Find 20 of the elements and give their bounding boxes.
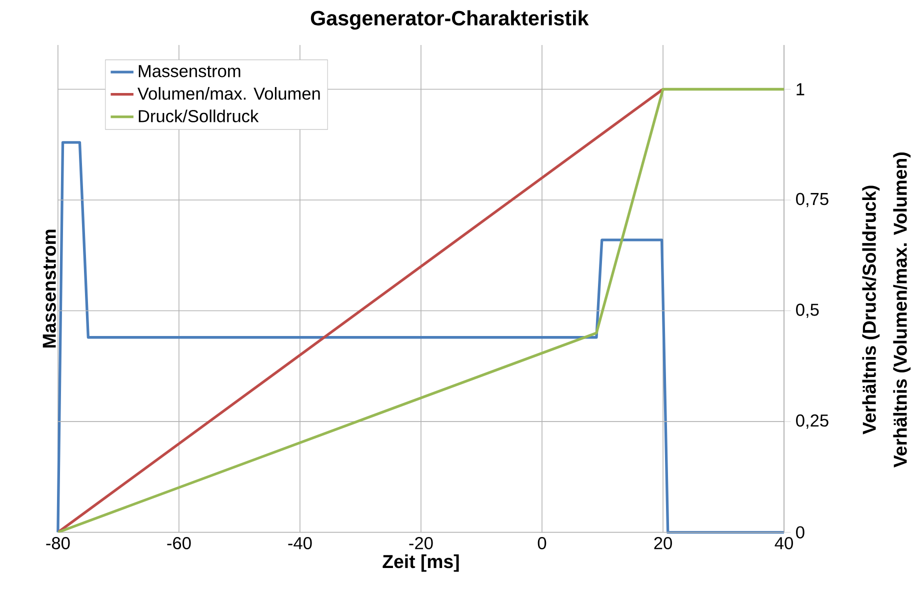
- text: Verhältnis (Volumen/max. Volumen): [893, 152, 911, 468]
- x-tick-label: 40: [774, 536, 793, 550]
- x-tick-label: -80: [46, 536, 70, 550]
- x-axis-title: Zeit [ms]: [382, 554, 459, 572]
- x-tick-label: 20: [654, 536, 672, 550]
- legend-label: Druck/Solldruck: [138, 109, 259, 122]
- y2-tick-label: 1: [796, 83, 804, 96]
- x-tick-label: -20: [409, 536, 433, 550]
- legend-label: Massenstrom: [138, 65, 240, 78]
- x-tick-label: -60: [167, 536, 191, 550]
- y-axis-title: Massenstrom: [42, 230, 56, 348]
- x-tick-label: 0: [538, 536, 546, 550]
- y2-tick-label: 0,75: [796, 192, 828, 208]
- x-tick-label: -40: [288, 536, 312, 550]
- chart-title: Gasgenerator-Charakteristik: [310, 10, 589, 30]
- y2-tick-label: 0,5: [796, 304, 819, 318]
- y2-axis-title: Verhältnis (Druck/Solldruck): [862, 186, 880, 434]
- y2-tick-label: 0: [796, 526, 804, 538]
- legend-label: Volumen/max. Volumen: [138, 86, 320, 100]
- y2-tick-label: 0,25: [796, 414, 828, 429]
